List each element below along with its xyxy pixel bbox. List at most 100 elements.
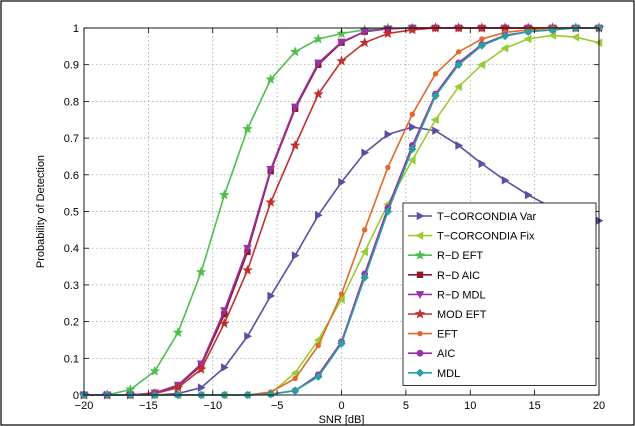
data-point <box>500 31 510 41</box>
legend-label: EFT <box>437 329 458 341</box>
legend-label: R−D EFT <box>437 250 483 262</box>
data-point <box>360 273 369 282</box>
data-point <box>315 210 323 220</box>
data-point <box>195 363 207 374</box>
data-point <box>290 103 300 112</box>
legend-label: R−D MDL <box>437 289 486 301</box>
legend-entry: R−D MDL <box>408 289 486 301</box>
data-point <box>172 327 184 338</box>
data-point <box>266 166 275 174</box>
data-point <box>220 307 229 316</box>
data-point <box>314 372 323 381</box>
data-point <box>289 46 301 57</box>
data-point <box>455 141 464 150</box>
legend-entry: R−D AIC <box>408 270 480 282</box>
data-point <box>290 368 299 378</box>
data-point <box>244 332 252 341</box>
data-point <box>338 291 345 297</box>
data-point <box>524 190 533 200</box>
data-point <box>195 266 207 277</box>
y-tick-label: 0.2 <box>64 317 79 329</box>
data-point <box>454 82 462 91</box>
y-tick-label: 0.7 <box>64 133 79 145</box>
legend-entry: EFT <box>408 329 458 341</box>
axis-ticks: −20 −15 −10 −5 0 5 10 15 20 0 0.1 0.2 0.3 0.4 0.5 0.6 0.… <box>64 23 605 412</box>
legend-label: MDL <box>437 368 460 380</box>
legend-label: AIC <box>437 348 455 360</box>
data-point <box>337 339 346 348</box>
legend-marker <box>417 330 423 337</box>
legend-entry: MDL <box>408 368 460 380</box>
data-point <box>360 247 368 257</box>
data-point <box>432 126 440 136</box>
y-tick-label: 0.6 <box>64 170 79 182</box>
data-point <box>385 164 391 171</box>
data-point <box>290 386 300 395</box>
data-point <box>360 28 369 37</box>
data-point <box>479 36 485 42</box>
data-point <box>337 38 346 47</box>
legend-entry: MOD EFT <box>408 308 487 321</box>
x-axis-label: SNR [dB] <box>319 414 365 426</box>
legend-entry: AIC <box>408 348 455 360</box>
data-point <box>408 144 417 154</box>
data-point <box>289 139 301 150</box>
data-point <box>548 25 557 34</box>
data-point <box>337 295 345 304</box>
data-point <box>314 59 323 68</box>
legend-marker <box>416 211 425 221</box>
x-tick-label: 10 <box>464 400 476 412</box>
x-tick-label: −10 <box>203 400 222 412</box>
x-tick-label: 15 <box>529 400 541 412</box>
data-point <box>407 155 416 165</box>
legend-marker <box>415 231 424 240</box>
legend-marker <box>416 349 424 357</box>
x-tick-label: 0 <box>338 400 344 412</box>
data-point <box>524 27 533 36</box>
legend-label: R−D AIC <box>437 270 480 282</box>
data-point <box>219 317 230 328</box>
x-tick-label: 20 <box>593 400 605 412</box>
legend-marker <box>416 271 424 278</box>
y-tick-label: 0.1 <box>64 353 79 365</box>
data-point <box>454 60 463 69</box>
data-point <box>409 111 416 117</box>
data-point <box>409 122 417 132</box>
data-point <box>431 115 439 125</box>
legend-label: MOD EFT <box>437 309 487 321</box>
legend-entry: R−D EFT <box>408 249 483 262</box>
y-tick-label: 0.5 <box>64 207 79 219</box>
data-point <box>313 33 324 44</box>
data-point <box>336 27 347 38</box>
data-point <box>382 27 394 38</box>
legend: T−CORCONDIA Var T−CORCONDIA Fix R−D EFT R−D… <box>402 202 597 386</box>
data-point <box>501 176 510 185</box>
x-tick-label: −15 <box>139 400 158 412</box>
data-point <box>266 390 275 399</box>
y-tick-label: 0 <box>73 390 79 402</box>
data-point <box>221 363 229 372</box>
data-point <box>313 88 324 99</box>
data-point <box>500 43 509 53</box>
data-point <box>383 207 393 216</box>
data-point <box>359 37 370 48</box>
y-tick-label: 0.8 <box>64 96 79 108</box>
y-tick-label: 1 <box>73 23 79 35</box>
data-point <box>265 196 276 207</box>
data-point <box>431 91 440 101</box>
data-point <box>267 291 276 301</box>
data-point <box>265 73 276 84</box>
legend-marker <box>415 291 425 299</box>
data-point <box>149 365 161 376</box>
data-point <box>455 49 462 55</box>
data-point <box>336 55 347 66</box>
x-tick-label: −5 <box>271 400 284 412</box>
x-tick-label: −20 <box>75 400 94 412</box>
data-point <box>197 383 206 392</box>
legend-box <box>402 202 597 386</box>
legend-marker <box>415 368 425 377</box>
legend-entry: T−CORCONDIA Var <box>408 211 536 223</box>
data-point <box>291 251 300 260</box>
data-point <box>523 34 532 44</box>
